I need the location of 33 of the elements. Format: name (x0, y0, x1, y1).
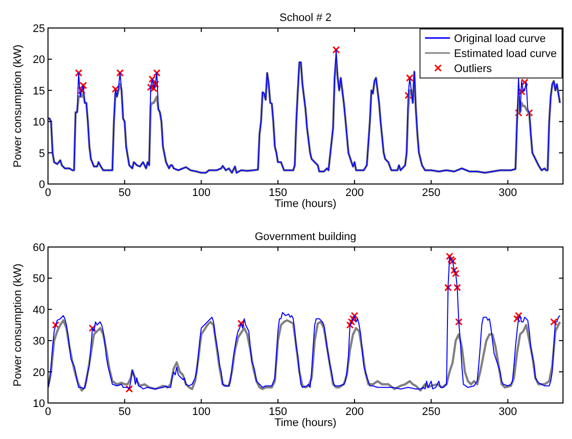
chart-title: Government building (254, 231, 356, 243)
legend-label: Original load curve (454, 33, 546, 45)
legend-label: Estimated load curve (454, 48, 557, 60)
y-tick-label: 5 (38, 148, 45, 160)
x-tick-label: 150 (268, 187, 288, 199)
y-tick-label: 30 (32, 336, 45, 348)
y-tick-label: 25 (32, 23, 45, 35)
x-tick-label: 50 (118, 187, 131, 199)
x-tick-label: 300 (498, 187, 517, 199)
y-axis-title: Power consumption (kW) (12, 44, 24, 168)
y-axis-title: Power consumption (kW) (12, 264, 24, 386)
x-tick-label: 250 (422, 187, 440, 199)
x-tick-label: 200 (345, 406, 364, 418)
x-tick-label: 100 (192, 406, 210, 418)
y-tick-label: 60 (32, 242, 45, 254)
y-tick-label: 20 (32, 366, 45, 379)
y-tick-label: 40 (32, 304, 45, 316)
legend-label: Outliers (454, 63, 492, 75)
x-axis-title: Time (hours) (274, 198, 336, 210)
chart-title: School # 2 (280, 12, 332, 24)
x-tick-label: 200 (345, 187, 364, 199)
y-tick-label: 20 (32, 54, 45, 66)
y-tick-label: 50 (32, 273, 45, 286)
y-tick-label: 15 (32, 85, 45, 98)
y-tick-label: 0 (38, 179, 45, 191)
x-tick-label: 150 (268, 406, 288, 418)
x-tick-label: 50 (118, 406, 131, 418)
y-tick-label: 10 (32, 398, 45, 410)
x-tick-label: 100 (192, 187, 210, 199)
x-tick-label: 250 (422, 406, 440, 418)
y-tick-label: 10 (32, 116, 45, 129)
x-tick-label: 300 (498, 406, 517, 418)
x-axis-title: Time (hours) (274, 417, 336, 429)
